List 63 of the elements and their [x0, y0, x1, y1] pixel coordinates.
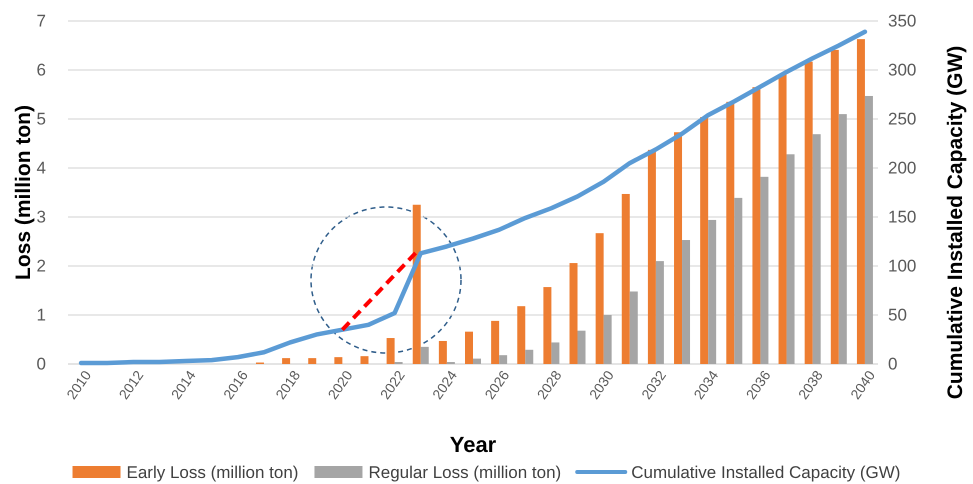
y2-tick-label: 250 [888, 109, 916, 128]
bar [682, 240, 690, 364]
bar [674, 132, 682, 364]
bar [386, 338, 395, 364]
bar [760, 176, 768, 364]
bar [734, 198, 742, 364]
y-tick-label: 7 [36, 11, 46, 30]
y2-tick-label: 100 [888, 256, 916, 276]
bar [752, 87, 760, 364]
bar [491, 320, 500, 364]
bar [438, 340, 447, 364]
bar [700, 117, 708, 364]
bar [838, 114, 847, 364]
bar [648, 150, 656, 364]
bar [517, 306, 526, 364]
bar [282, 358, 290, 364]
bar [578, 330, 586, 364]
legend-label: Early Loss (million ton) [126, 463, 298, 482]
bar [786, 154, 795, 364]
bar [360, 356, 368, 364]
y-tick-label: 2 [36, 256, 46, 276]
y-tick-label: 0 [36, 354, 46, 374]
bar [596, 233, 604, 364]
y2-axis-title: Cumulative Installed Capacity (GW) [944, 46, 967, 400]
bar [726, 102, 734, 364]
bar [778, 74, 787, 364]
bar [812, 134, 821, 364]
legend-label: Cumulative Installed Capacity (GW) [631, 463, 900, 482]
bar [543, 287, 552, 364]
y-tick-label: 1 [36, 305, 46, 324]
y2-tick-label: 0 [888, 354, 898, 374]
y2-tick-label: 350 [888, 11, 916, 30]
bar [864, 96, 873, 364]
bar [656, 261, 664, 364]
line-series [78, 30, 868, 366]
legend-label: Regular Loss (million ton) [368, 463, 562, 482]
bar [525, 350, 534, 364]
bar [473, 358, 481, 364]
bar [570, 263, 578, 364]
y2-tick-label: 50 [888, 305, 907, 324]
bar [804, 62, 813, 364]
bar [551, 342, 560, 364]
bar [604, 315, 612, 364]
bar [499, 355, 508, 364]
y2-tick-label: 150 [888, 207, 916, 226]
y-tick-label: 3 [36, 207, 46, 226]
bar [465, 332, 473, 364]
bar [630, 291, 638, 364]
bar [622, 194, 630, 364]
bar [308, 358, 316, 364]
bar [830, 50, 839, 364]
y-tick-label: 5 [36, 109, 46, 128]
y-axis-title: Loss (million ton) [12, 105, 35, 280]
y2-tick-label: 300 [888, 60, 916, 80]
bar [334, 357, 342, 364]
y-tick-label: 6 [36, 60, 46, 80]
bar [708, 220, 716, 364]
bar [412, 204, 421, 364]
bar [420, 346, 429, 364]
x-axis-title: Year [450, 432, 497, 457]
bar [856, 39, 865, 364]
y2-tick-label: 200 [888, 158, 916, 178]
y-tick-label: 4 [36, 158, 46, 178]
